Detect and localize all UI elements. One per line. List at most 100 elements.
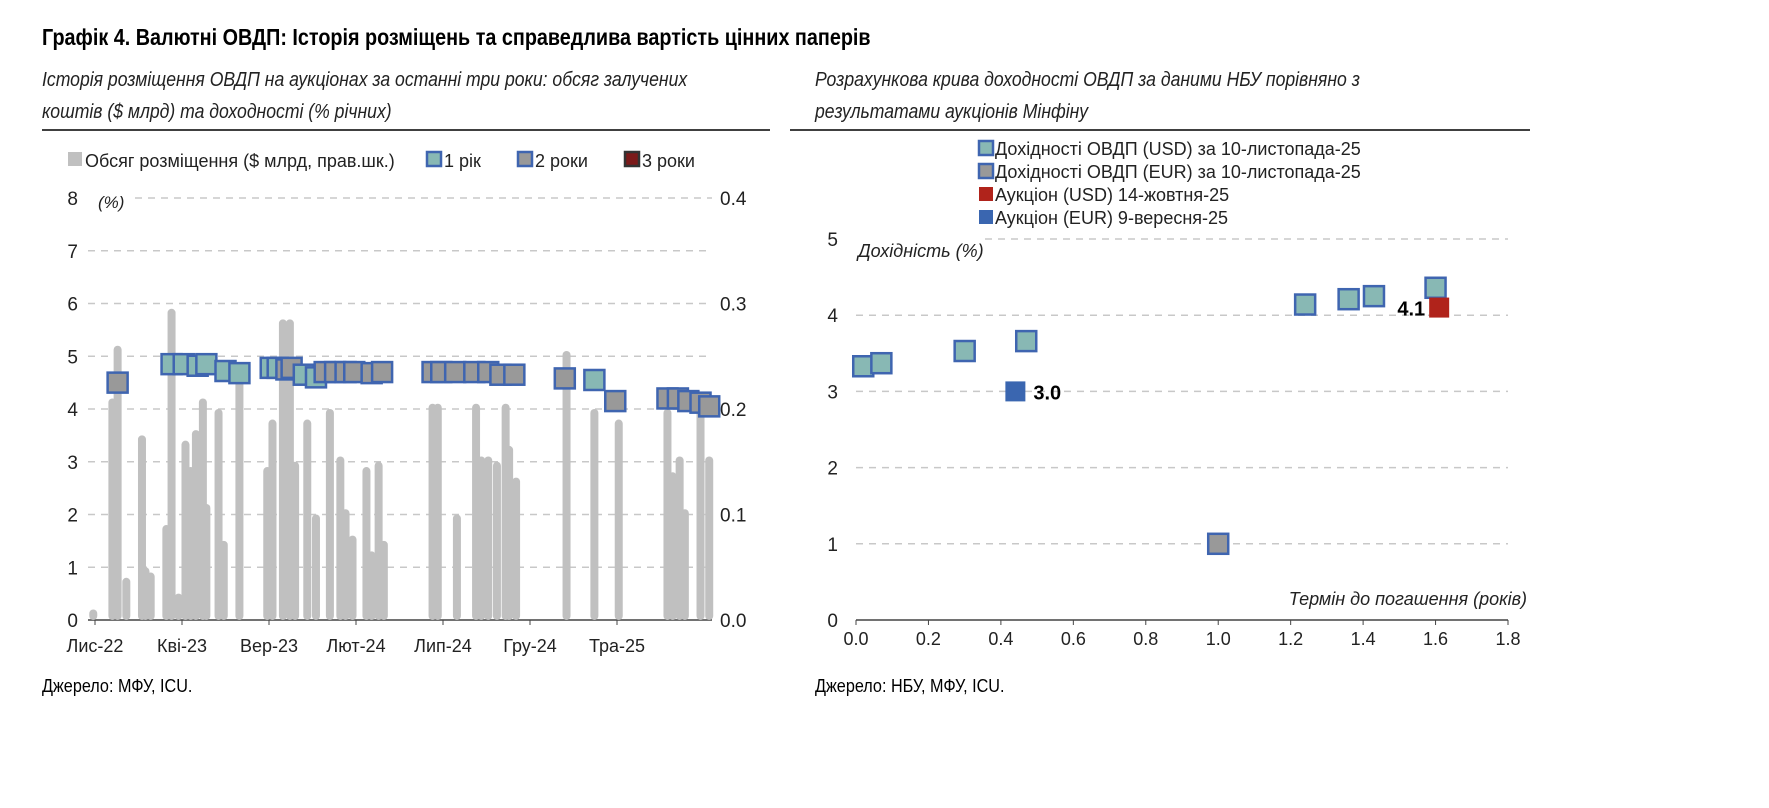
y-tick-label: 4	[827, 306, 838, 327]
yield-marker-two-years	[503, 363, 526, 386]
x-tick-label: 1.8	[1495, 629, 1520, 649]
volume-bar	[680, 509, 689, 620]
point-usd	[1014, 329, 1038, 353]
y2-tick-label: 0.0	[720, 611, 746, 632]
x-tick-label: Лип-24	[414, 636, 472, 656]
legend-label: Дохідності ОВДП (EUR) за 10-листопада-25	[995, 162, 1361, 182]
legend-label: Аукціон (EUR) 9-вересня-25	[995, 208, 1228, 228]
legend-swatch-eur	[977, 162, 995, 180]
yield-marker-two-years	[443, 360, 467, 384]
x-tick-label: 1.2	[1278, 629, 1303, 649]
y-tick-label: 0	[827, 611, 838, 632]
volume-bar	[512, 477, 521, 620]
x-tick-label: 0.0	[843, 629, 868, 649]
legend-label: Обсяг розміщення ($ млрд, прав.шк.)	[85, 151, 395, 171]
y-tick-label: 3	[67, 453, 78, 474]
volume-bar	[705, 456, 714, 620]
volume-bar	[492, 461, 501, 620]
y-tick-label: 2	[827, 459, 838, 480]
legend-label: 3 роки	[642, 151, 695, 171]
y-tick-label: 4	[67, 400, 78, 421]
x-tick-label: 1.6	[1423, 629, 1448, 649]
volume-bar	[379, 540, 388, 620]
legend-swatch-usd	[977, 139, 995, 157]
volume-bar	[325, 409, 334, 620]
legend-label: Аукціон (USD) 14-жовтня-25	[995, 185, 1229, 205]
x-tick-label: 0.6	[1061, 629, 1086, 649]
legend-label: 2 роки	[535, 151, 588, 171]
data-label: 4.1	[1397, 299, 1425, 321]
legend-swatch-three-years	[623, 150, 641, 168]
volume-bar	[341, 509, 350, 620]
volume-bar	[202, 503, 211, 620]
point-usd	[1424, 276, 1447, 300]
point-usd	[1293, 293, 1317, 316]
figure-title: Графік 4. Валютні ОВДП: Історія розміщен…	[42, 24, 871, 50]
volume-bar	[696, 403, 705, 620]
volume-bar	[505, 445, 514, 620]
x-tick-label: Вер-23	[240, 636, 298, 656]
legend-swatch-auc-usd	[979, 187, 993, 201]
x-tick-label: 1.4	[1351, 629, 1376, 649]
left-subtitle-line2: коштів ($ млрд) та доходності (% річних)	[42, 101, 392, 123]
volume-bar	[113, 345, 122, 620]
yield-marker-two-years	[604, 389, 627, 413]
point-eur	[1206, 532, 1230, 556]
volume-bar	[89, 609, 98, 620]
y-tick-label: 1	[67, 558, 78, 579]
y-tick-label: 5	[67, 347, 78, 368]
volume-bar	[452, 514, 461, 620]
volume-bar	[278, 319, 287, 620]
x-tick-label: 1.0	[1206, 629, 1231, 649]
point-usd	[1337, 287, 1360, 311]
volume-bar	[562, 350, 571, 620]
volume-bar	[484, 456, 493, 620]
legend-swatch-auc-eur	[979, 210, 993, 224]
yield-marker-two-years	[553, 367, 577, 390]
x-tick-label: Гру-24	[503, 636, 557, 656]
volume-bar	[235, 372, 244, 620]
y-tick-label: 7	[67, 242, 78, 263]
volume-bar	[291, 461, 300, 620]
y-tick-label: 6	[67, 295, 78, 316]
y-tick-label: 0	[67, 611, 78, 632]
x-tick-label: Лют-24	[326, 636, 385, 656]
volume-bar	[303, 419, 312, 620]
y-tick-label: 3	[827, 382, 838, 403]
y2-tick-label: 0.4	[720, 189, 747, 210]
yield-marker-one-year	[195, 352, 218, 376]
y-tick-label: 8	[67, 189, 78, 210]
volume-bar	[614, 419, 623, 620]
volume-bar	[122, 577, 131, 620]
x-tick-label: 0.2	[916, 629, 941, 649]
right-source: Джерело: НБУ, МФУ, ICU.	[815, 676, 1005, 696]
volume-bar	[433, 403, 442, 620]
y-tick-label: 5	[827, 230, 838, 251]
x-tick-label: Кві-23	[157, 636, 207, 656]
volume-bar	[146, 572, 155, 620]
volume-bar	[367, 551, 376, 620]
volume-bar	[590, 409, 599, 620]
y-axis-title: Дохідність (%)	[856, 241, 984, 261]
left-source: Джерело: МФУ, ICU.	[42, 676, 193, 696]
legend-swatch-one-year	[425, 150, 443, 168]
point-usd	[1362, 284, 1386, 308]
volume-bar	[191, 430, 200, 620]
yield-marker-one-year	[228, 361, 251, 385]
legend-swatch-two-years	[516, 150, 534, 168]
y2-tick-label: 0.2	[720, 400, 746, 421]
legend-label: 1 рік	[444, 151, 481, 171]
volume-bar	[348, 535, 357, 620]
yield-marker-two-years	[370, 360, 394, 384]
y-axis-unit: (%)	[98, 193, 124, 212]
volume-bar	[167, 308, 176, 620]
volume-bar	[219, 540, 228, 620]
x-axis-title: Термін до погашення (років)	[1289, 589, 1527, 609]
volume-bar	[668, 472, 677, 620]
volume-bar	[268, 419, 277, 620]
legend-swatch-bars	[68, 152, 82, 166]
y2-tick-label: 0.3	[720, 295, 746, 316]
right-subtitle-line2: результатами аукціонів Мінфіну	[815, 101, 1089, 123]
volume-bar	[174, 593, 183, 620]
data-label: 3.0	[1033, 382, 1061, 404]
